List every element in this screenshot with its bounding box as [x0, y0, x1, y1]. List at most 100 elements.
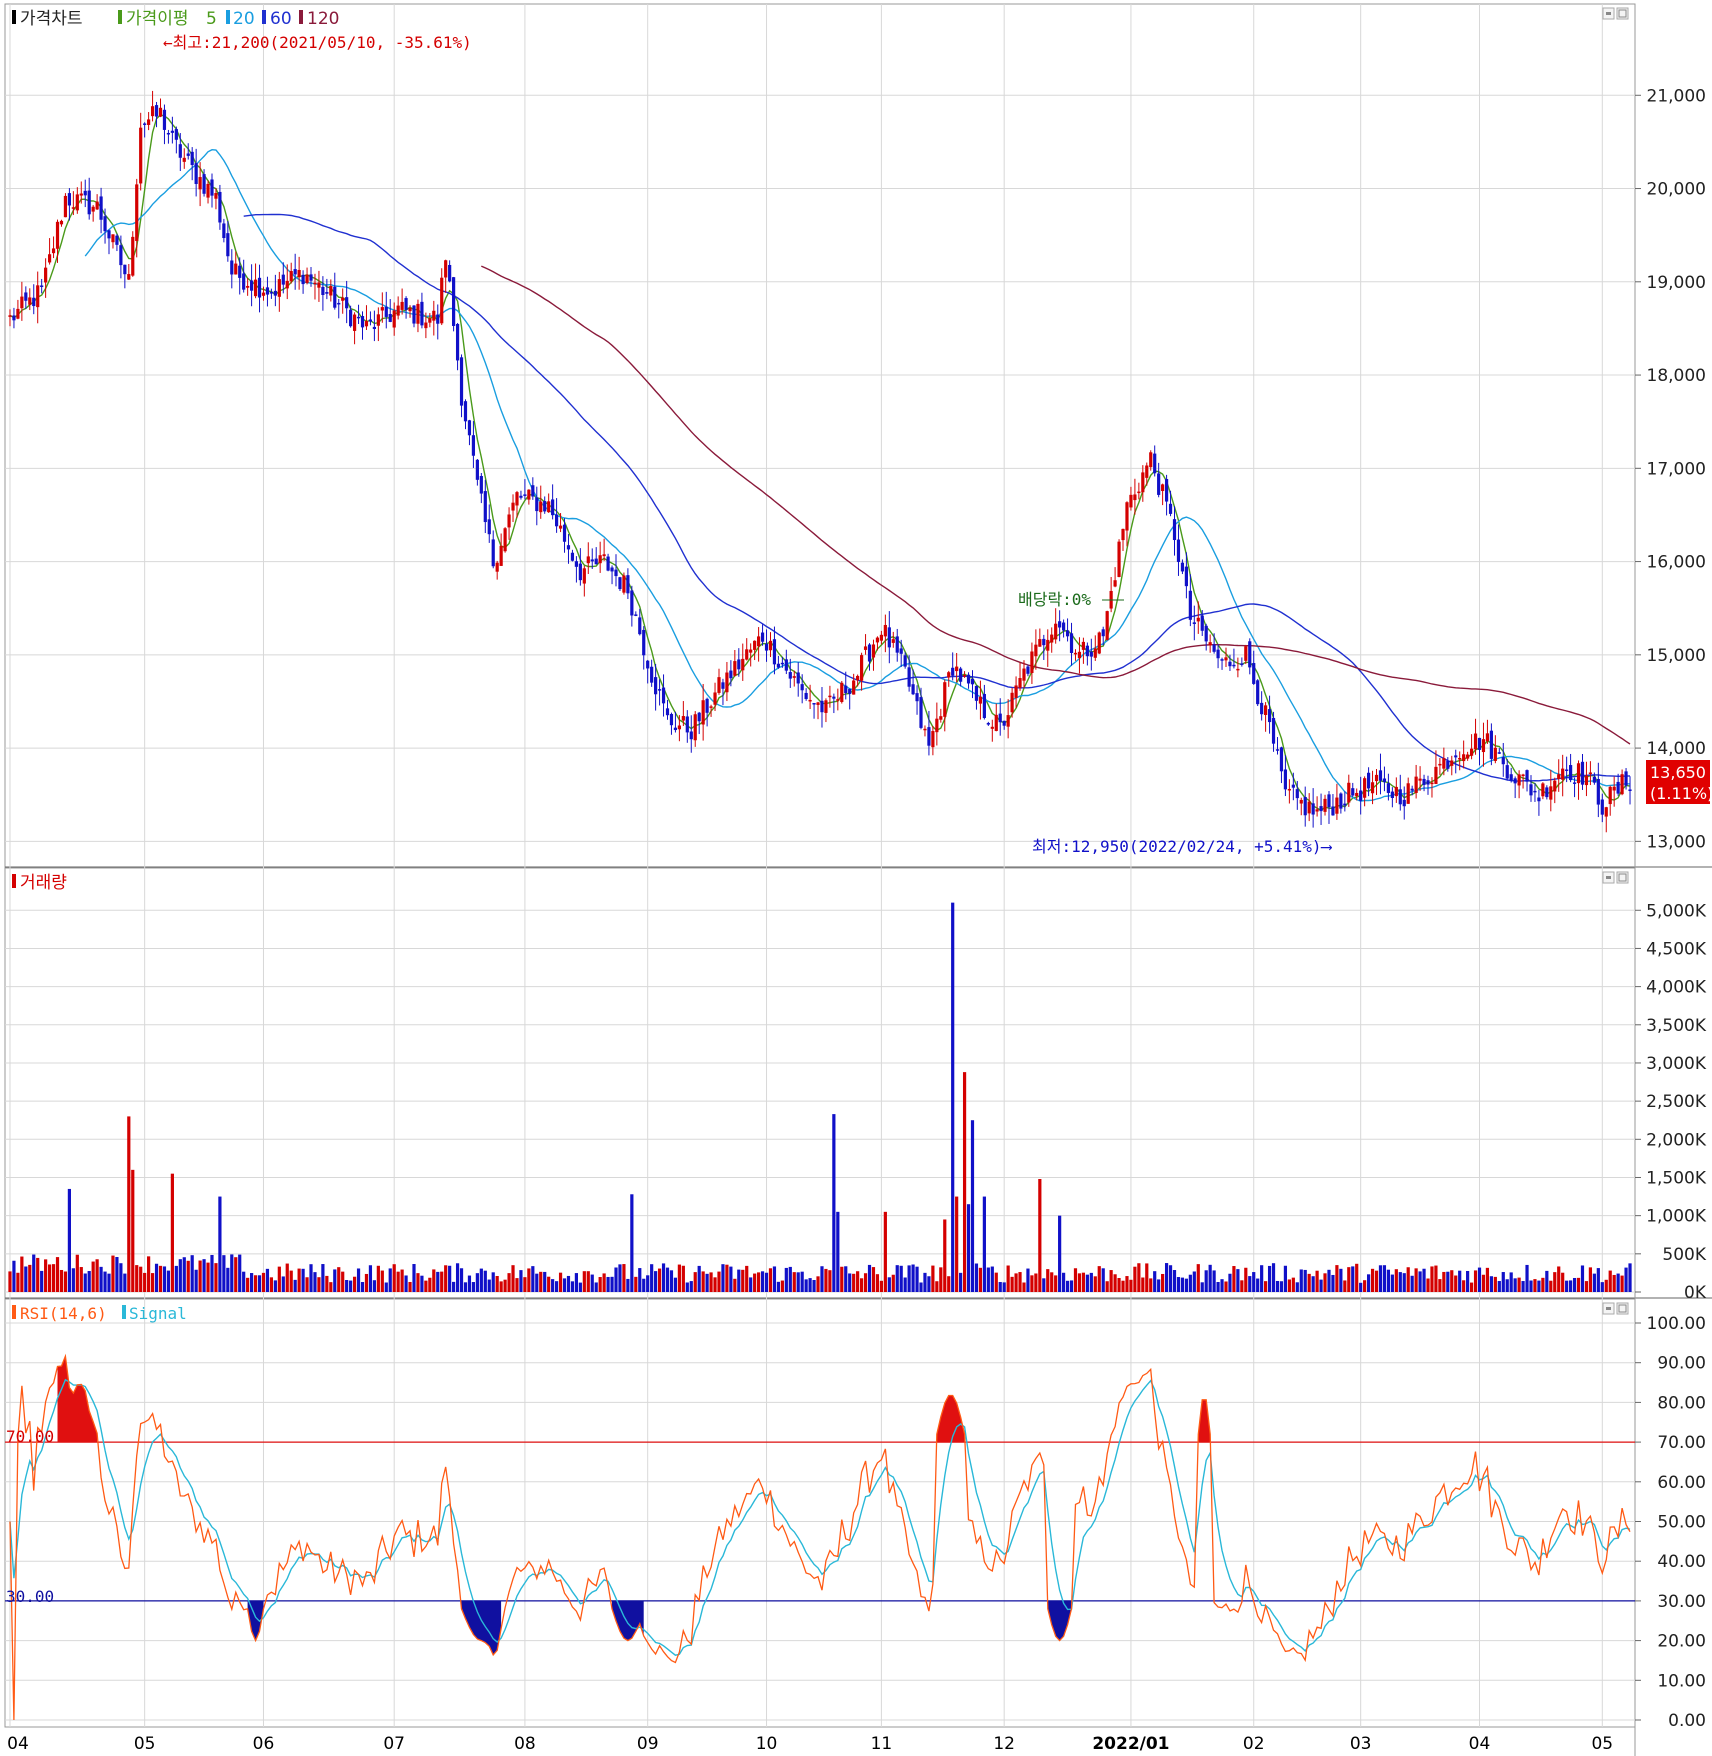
candle-body: [824, 700, 828, 713]
candle-body: [1054, 623, 1058, 640]
volume-bar: [776, 1281, 781, 1292]
volume-bar: [202, 1259, 206, 1292]
price-tick-label: 13,000: [1647, 832, 1706, 852]
candle-body: [1022, 668, 1026, 681]
candle-body: [1291, 784, 1295, 788]
volume-bar: [1168, 1265, 1173, 1292]
candle-body: [1485, 733, 1490, 742]
volume-bar: [859, 1278, 864, 1292]
moving-average-lines: [9, 114, 1631, 812]
price-tick-label: 14,000: [1647, 739, 1706, 759]
candle-body: [1267, 709, 1272, 723]
candle-body: [1157, 473, 1161, 495]
candle-body: [154, 105, 159, 117]
volume-bar: [523, 1277, 527, 1292]
candle-body: [1026, 666, 1030, 674]
candle-body: [384, 306, 388, 317]
volume-bar: [749, 1277, 753, 1292]
volume-bar: [927, 1276, 931, 1292]
volume-bar: [448, 1265, 452, 1292]
candle-body: [1224, 657, 1228, 661]
candle-body: [158, 107, 163, 117]
price-panel-maximize-button[interactable]: [1616, 7, 1629, 20]
legend-marker-ma20: [226, 10, 230, 24]
volume-bar: [103, 1271, 107, 1292]
rsi-level-low-label: 30.00: [6, 1587, 54, 1606]
candle-body: [55, 221, 60, 249]
rsi-panel-maximize-button[interactable]: [1616, 1302, 1629, 1315]
volume-bar: [1038, 1179, 1042, 1292]
volume-bar: [1117, 1278, 1121, 1292]
rsi-panel-minimize-button[interactable]: [1602, 1302, 1615, 1315]
candle-body: [1576, 763, 1581, 784]
volume-bar: [764, 1272, 769, 1292]
candle-body: [1319, 806, 1323, 812]
volume-bar: [1058, 1215, 1062, 1292]
ma-legend-label: 가격이평: [126, 9, 189, 29]
rsi-tick-label: 60.00: [1657, 1473, 1706, 1493]
rsi-series: [5, 1353, 1635, 1721]
candle-body: [638, 617, 642, 635]
ma60-legend: 60: [270, 9, 292, 29]
candle-body: [1489, 730, 1493, 759]
volume-bar: [570, 1281, 575, 1292]
candle-body: [1446, 760, 1450, 769]
candle-body: [1390, 791, 1394, 799]
ma60-line: [243, 213, 1631, 782]
volume-bar: [982, 1196, 986, 1292]
volume-panel-maximize-button[interactable]: [1616, 871, 1629, 884]
candle-body: [360, 316, 365, 328]
candle-body: [994, 714, 998, 731]
volume-bar: [551, 1279, 555, 1292]
candle-body: [1517, 774, 1521, 786]
volume-bar: [669, 1270, 674, 1292]
ma120-legend: 120: [307, 9, 339, 29]
volume-bar: [1105, 1281, 1109, 1292]
candle-body: [1600, 799, 1604, 815]
candle-body: [539, 501, 543, 513]
volume-bar: [753, 1273, 757, 1292]
volume-bar: [170, 1173, 174, 1292]
candle-body: [131, 236, 135, 276]
candle-body: [650, 666, 654, 683]
candle-body: [1030, 651, 1034, 674]
volume-bar: [261, 1272, 266, 1292]
volume-bar: [1438, 1279, 1442, 1292]
candle-body: [392, 310, 396, 328]
candle-body: [1347, 782, 1351, 803]
candle-body: [867, 644, 872, 662]
volume-panel-minimize-button[interactable]: [1602, 871, 1615, 884]
volume-bar: [356, 1268, 361, 1292]
volume-bar: [966, 1204, 971, 1292]
candle-body: [222, 223, 226, 239]
volume-bar: [586, 1271, 590, 1292]
volume-bar: [1553, 1272, 1557, 1292]
candle-body: [182, 157, 186, 162]
candle-body: [1204, 625, 1208, 642]
x-tick-label: 02: [1243, 1734, 1265, 1754]
volume-bar: [519, 1270, 523, 1292]
candle-body: [329, 285, 333, 296]
candle-body: [1572, 782, 1577, 784]
volume-bar: [1077, 1273, 1082, 1292]
candle-body: [741, 658, 745, 671]
candle-body: [630, 590, 634, 616]
volume-bar: [424, 1280, 428, 1292]
volume-bar: [1113, 1274, 1117, 1292]
x-axis-ticks: 04 05 06 07 08 09 10 11 12 2022/01 02 03 04 05: [7, 1734, 1613, 1754]
volume-bar: [226, 1267, 230, 1292]
candle-body: [1232, 664, 1236, 667]
candle-body: [852, 680, 856, 695]
price-panel-minimize-button[interactable]: [1602, 7, 1615, 20]
volume-bar: [891, 1274, 895, 1292]
candle-body: [812, 703, 816, 705]
volume-bar: [491, 1272, 495, 1292]
candle-body: [856, 675, 860, 681]
volume-bar: [79, 1267, 83, 1292]
volume-bar: [380, 1270, 384, 1292]
volume-bar: [1430, 1266, 1434, 1292]
volume-bar: [154, 1263, 159, 1292]
candle-body: [495, 562, 499, 572]
candle-body: [281, 274, 285, 285]
volume-bar: [55, 1257, 60, 1292]
